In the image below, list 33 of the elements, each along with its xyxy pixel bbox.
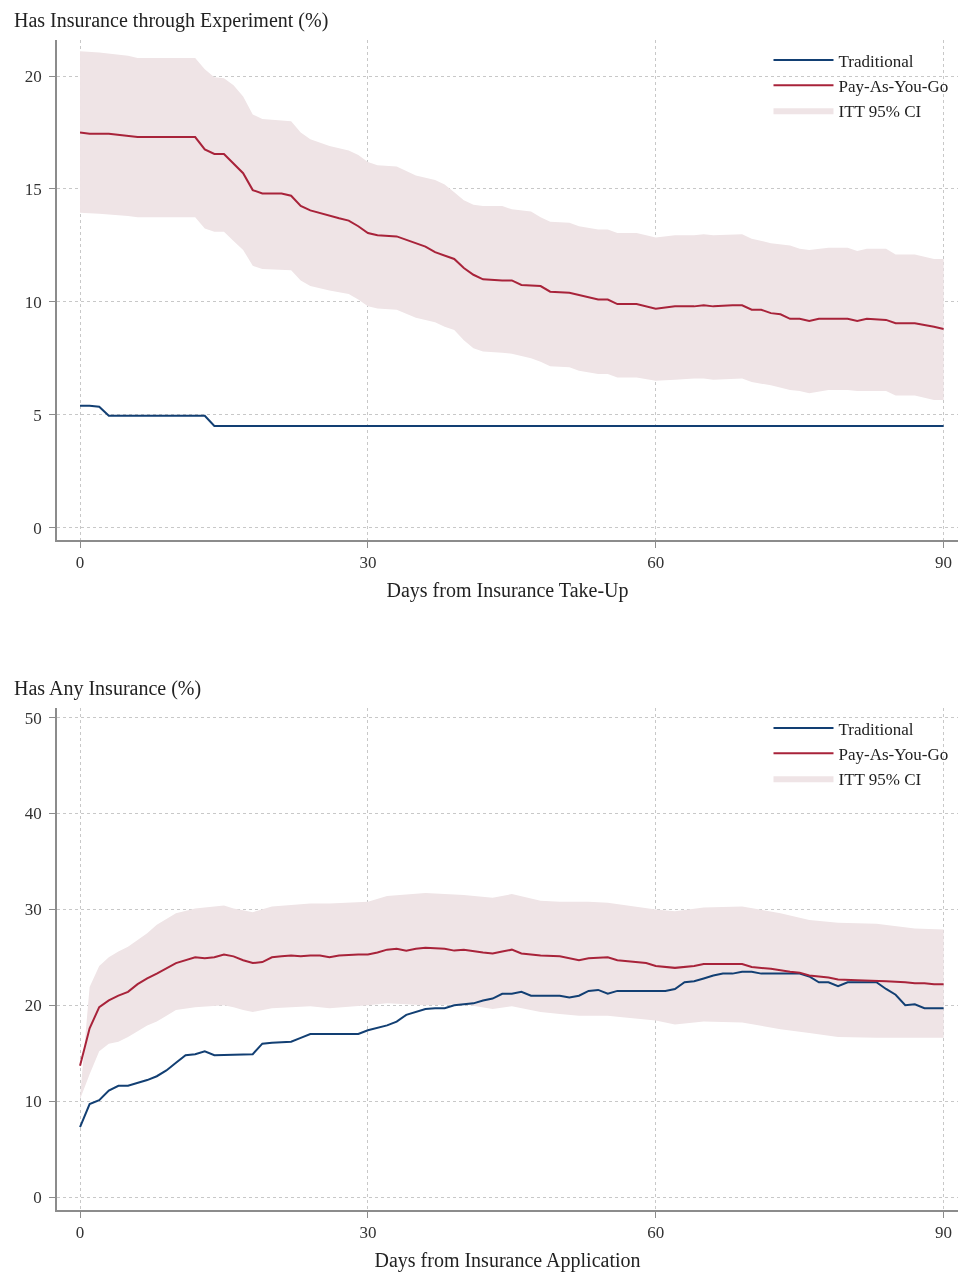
x-axis-title: Days from Insurance Application [374, 1249, 641, 1273]
legend-label: ITT 95% CI [838, 101, 922, 121]
y-tick-label: 15 [24, 179, 42, 199]
line-series [79, 131, 945, 330]
legend-label: ITT 95% CI [838, 769, 922, 789]
y-tick-label: 5 [33, 405, 42, 425]
y-tick-label: 20 [24, 996, 42, 1016]
y-tick-label: 30 [24, 900, 42, 920]
legend-label: Pay-As-You-Go [838, 744, 949, 764]
legend-label: Traditional [838, 719, 914, 739]
line-series [79, 970, 945, 1129]
y-tick-label: 20 [24, 67, 42, 87]
y-axis-title: Has Insurance through Experiment (%) [14, 9, 329, 32]
y-axis-title: Has Any Insurance (%) [14, 677, 202, 700]
legend-label: Traditional [838, 51, 914, 71]
y-tick-label: 40 [24, 804, 42, 824]
x-tick-label: 30 [359, 1223, 377, 1243]
y-tick-label: 50 [24, 708, 42, 728]
y-tick-label: 10 [24, 1092, 42, 1112]
y-tick-label: 0 [33, 1188, 42, 1207]
x-tick-label: 90 [935, 1223, 953, 1243]
y-tick-label: 0 [33, 518, 42, 538]
x-tick-label: 0 [75, 553, 85, 573]
x-tick-label: 0 [75, 1223, 85, 1243]
line-series [79, 946, 945, 1067]
y-tick-label: 10 [24, 292, 42, 312]
x-axis-title: Days from Insurance Take-Up [386, 579, 629, 603]
x-tick-label: 60 [647, 1223, 665, 1243]
line-series [79, 404, 945, 427]
x-tick-label: 60 [647, 553, 665, 573]
x-tick-label: 90 [935, 553, 953, 573]
legend-label: Pay-As-You-Go [838, 76, 949, 96]
x-tick-label: 30 [359, 553, 377, 573]
